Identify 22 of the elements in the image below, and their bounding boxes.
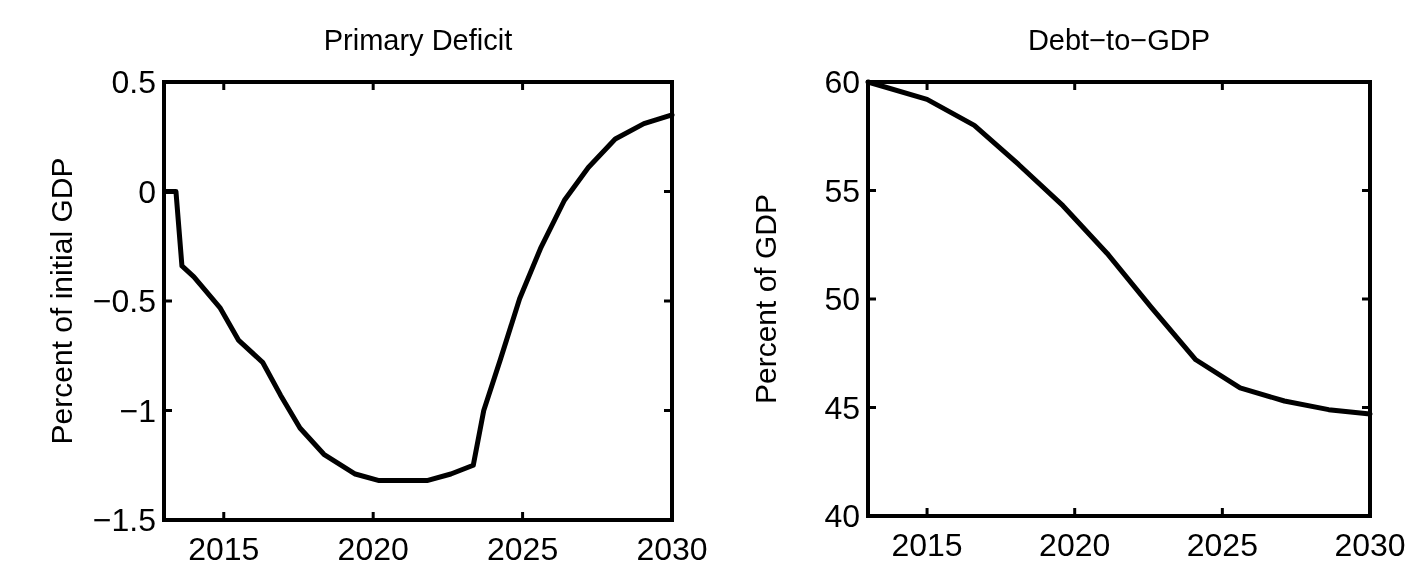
x-tick-label: 2030 [1334, 527, 1406, 563]
x-tick-label: 2025 [1186, 527, 1258, 563]
x-tick-label: 2025 [486, 531, 559, 567]
y-tick-label: 0 [138, 173, 156, 210]
y-tick-label: −1.5 [92, 502, 156, 538]
y-tick-label: −0.5 [92, 283, 156, 319]
x-tick-label: 2015 [891, 527, 963, 563]
x-tick-label: 2020 [337, 531, 409, 567]
chart-title: Debt−to−GDP [1027, 24, 1211, 56]
y-tick-label: 0.5 [111, 64, 156, 100]
y-tick-label: 55 [824, 172, 860, 209]
y-tick-label: 50 [824, 281, 860, 317]
x-tick-label: 2020 [1039, 527, 1111, 563]
y-tick-label: 40 [824, 498, 860, 534]
x-tick-label: 2030 [636, 531, 708, 567]
y-axis-title: Percent of GDP [749, 193, 782, 405]
y-tick-label: 60 [824, 64, 860, 100]
x-tick-label: 2015 [188, 531, 260, 567]
chart-title: Primary Deficit [323, 24, 513, 56]
y-tick-label: −1 [119, 392, 156, 429]
y-tick-label: 45 [824, 389, 860, 426]
y-axis-title: Percent of initial GDP [45, 157, 78, 445]
